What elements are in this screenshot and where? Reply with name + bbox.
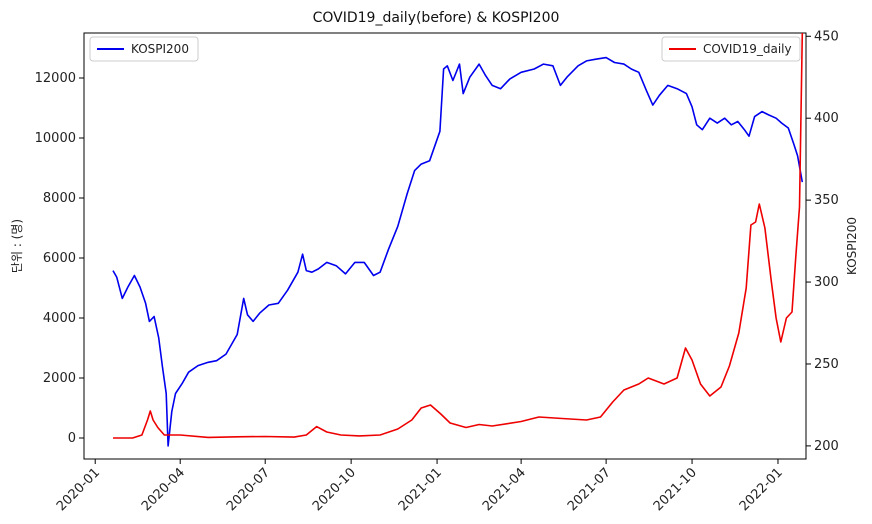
y-left-tick-label: 12000 (35, 71, 76, 86)
y-right-tick-label: 450 (814, 29, 839, 44)
y-right-tick-label: 350 (814, 193, 839, 208)
legend-kospi200: KOSPI200 (89, 36, 199, 62)
plot-frame (83, 32, 807, 460)
x-tick-label: 2021-04 (480, 465, 529, 514)
y-right-tick-label: 300 (814, 275, 839, 290)
y-left-tick-label: 2000 (43, 371, 76, 386)
series-line-kospi200 (112, 56, 804, 447)
x-tick-label: 2020-04 (139, 465, 188, 514)
y-left-tick-label: 4000 (43, 311, 76, 326)
x-tick-label: 2020-01 (54, 465, 103, 514)
y-axis-left-label: 단위 : (명) (10, 219, 24, 273)
x-tick-label: 2020-10 (310, 465, 359, 514)
y-axis-left: 0 2000 4000 6000 8000 10000 12000 (35, 71, 84, 446)
y-left-tick-label: 8000 (43, 191, 76, 206)
legend-kospi200-box (89, 36, 199, 62)
legend-covid19: COVID19_daily (661, 36, 801, 62)
x-tick-label: 2020-07 (224, 465, 273, 514)
x-axis: 2020-01 2020-04 2020-07 2020-10 2021-01 2021-… (54, 459, 786, 514)
y-right-tick-label: 250 (814, 357, 839, 372)
y-left-tick-label: 6000 (43, 251, 76, 266)
legend-covid19-box (661, 36, 801, 62)
y-axis-right: 200 250 300 350 400 450 (806, 29, 839, 454)
y-left-tick-label: 10000 (35, 131, 76, 146)
series-layer (112, 32, 804, 447)
legend-covid19-label: COVID19_daily (703, 42, 792, 56)
series-line-covid19-daily (113, 32, 804, 439)
x-tick-label: 2021-10 (651, 465, 700, 514)
x-tick-label: 2021-01 (396, 465, 445, 514)
y-axis-right-label: KOSPI200 (845, 217, 859, 275)
chart-title: COVID19_daily(before) & KOSPI200 (313, 10, 560, 26)
x-tick-label: 2022-01 (737, 465, 786, 514)
y-right-tick-label: 400 (814, 111, 839, 126)
y-right-tick-label: 200 (814, 439, 839, 454)
legend-kospi200-label: KOSPI200 (131, 42, 189, 56)
x-tick-label: 2021-07 (565, 465, 614, 514)
y-left-tick-label: 0 (68, 431, 76, 446)
